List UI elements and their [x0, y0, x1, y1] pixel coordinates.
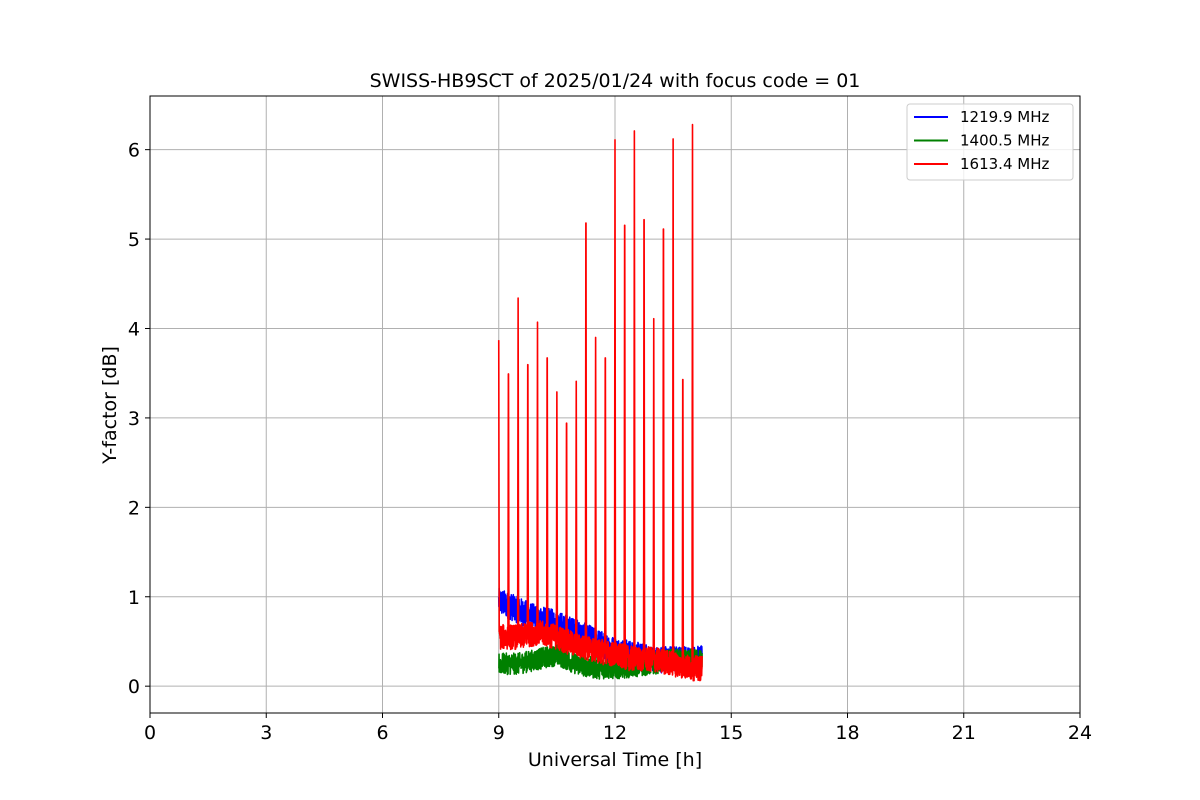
y-tick-label: 4 [128, 318, 140, 340]
y-tick-label: 1 [128, 587, 140, 609]
plot-lines [497, 123, 703, 682]
y-tick-label: 3 [128, 408, 140, 430]
x-tick-label: 3 [260, 722, 272, 744]
legend-label: 1613.4 MHz [960, 155, 1049, 173]
x-tick-label: 12 [603, 722, 627, 744]
legend-box [906, 103, 1074, 181]
chart-title: SWISS-HB9SCT of 2025/01/24 with focus co… [370, 70, 861, 92]
x-tick-label: 21 [952, 722, 976, 744]
y-tick-label: 2 [128, 497, 140, 519]
x-tick-label: 24 [1068, 722, 1092, 744]
legend-label: 1219.9 MHz [960, 108, 1049, 126]
y-tick-label: 0 [128, 676, 140, 698]
legend-label: 1400.5 MHz [960, 132, 1049, 150]
legend: 1219.9 MHz 1400.5 MHz 1613.4 MHz [906, 103, 1074, 181]
y-axis-label: Y-factor [dB] [99, 346, 121, 465]
x-tick-label: 0 [144, 722, 156, 744]
x-axis-label: Universal Time [h] [528, 749, 702, 771]
y-tick-label: 5 [128, 229, 140, 251]
x-tick-label: 6 [376, 722, 388, 744]
y-tick-label: 6 [128, 140, 140, 162]
series-line [497, 123, 703, 682]
x-tick-label: 9 [493, 722, 505, 744]
x-tick-label: 18 [835, 722, 859, 744]
x-tick-label: 15 [719, 722, 743, 744]
